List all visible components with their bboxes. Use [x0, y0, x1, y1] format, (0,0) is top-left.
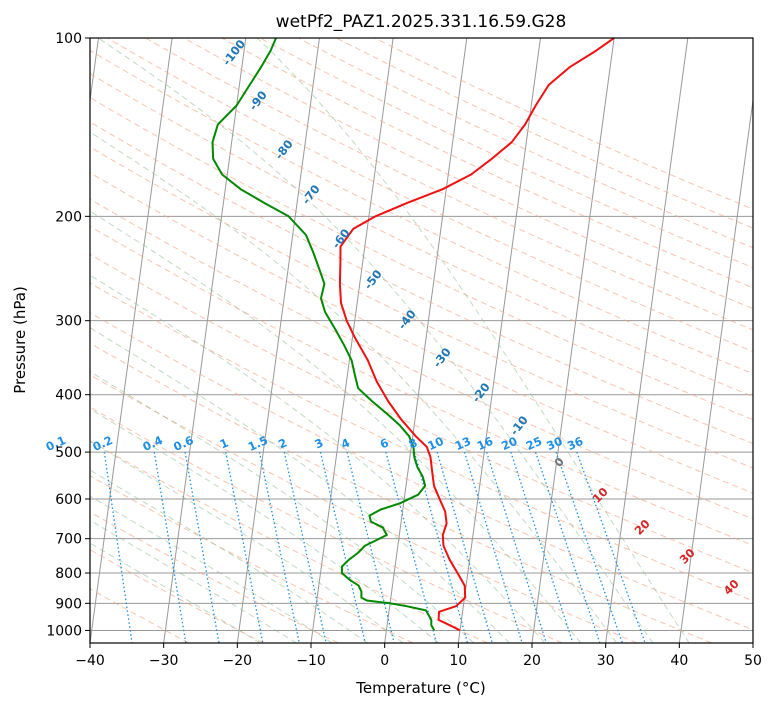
profile-lines	[211, 38, 615, 632]
dewpoint-line	[211, 38, 436, 631]
x-tick-label: 50	[744, 653, 762, 669]
background-lines	[90, 38, 753, 643]
moist-adiabat-line	[256, 38, 690, 643]
x-tick-label: 10	[449, 653, 467, 669]
moist-adiabat-line	[90, 440, 404, 643]
moist-adiabat-line	[90, 370, 475, 643]
y-tick-label: 600	[55, 492, 82, 508]
mixing-ratio-line	[103, 452, 133, 643]
dry-adiabat-line	[90, 225, 753, 546]
dry-adiabat-line	[145, 38, 753, 331]
dry-adiabat-line	[221, 38, 753, 289]
mixing-ratio-line	[283, 451, 327, 643]
x-tick-label: −20	[223, 653, 253, 669]
isotherm-line	[236, 38, 320, 643]
y-tick-label: 200	[55, 209, 82, 225]
dry-adiabat-line	[90, 511, 339, 643]
mixing-ratio-line	[555, 451, 623, 643]
dry-adiabat-line	[90, 172, 753, 494]
temperature-line	[338, 38, 615, 632]
moist-adiabat-line	[90, 542, 261, 643]
x-tick-label: 40	[670, 653, 688, 669]
moist-adiabat-line	[98, 38, 654, 643]
y-tick-label: 900	[55, 596, 82, 612]
isotherm-line	[605, 38, 689, 643]
mixing-ratio-line	[153, 451, 187, 643]
mixing-ratio-line	[486, 451, 547, 643]
mixing-ratio-line	[463, 451, 523, 643]
dry-adiabat-line	[90, 73, 753, 397]
moist-adiabat-line	[90, 210, 582, 643]
mixing-ratio-line	[436, 451, 493, 643]
mixing-ratio-line	[258, 451, 300, 643]
y-axis: 100 200 300 400 500 600 700 800 900 1000	[46, 31, 90, 639]
x-tick-label: 0	[380, 653, 389, 669]
mixing-ratio-line	[225, 451, 264, 643]
mixing-ratio-label: 13	[453, 434, 473, 453]
mixing-ratio-label: 36	[565, 434, 585, 453]
y-tick-label: 1000	[46, 623, 82, 639]
x-axis-label: Temperature (°C)	[355, 679, 485, 697]
plot-frame	[89, 37, 754, 644]
y-tick-label: 500	[55, 445, 82, 461]
dry-adiabat-line	[90, 440, 488, 643]
isotherm-line	[678, 96, 753, 643]
dry-adiabat-line	[90, 312, 753, 631]
isotherm-line	[163, 38, 247, 643]
x-axis: −40 −30 −20 −10 0 10 20 30 40 50	[75, 643, 762, 669]
mixing-ratio-label: 25	[524, 434, 544, 453]
y-tick-label: 700	[55, 532, 82, 548]
mixing-ratio-label: 10	[425, 434, 445, 453]
x-tick-label: −30	[149, 653, 179, 669]
dry-adiabat-line	[90, 342, 712, 643]
mixing-ratio-line	[413, 451, 469, 643]
mixing-ratio-line	[319, 451, 366, 643]
y-tick-label: 100	[55, 31, 82, 47]
x-tick-label: −40	[75, 653, 105, 669]
plot-area	[90, 38, 753, 643]
mixing-ratio-line	[534, 451, 601, 643]
y-tick-label: 800	[55, 566, 82, 582]
dry-adiabat-line	[107, 38, 753, 353]
dry-adiabat-line	[90, 253, 753, 574]
isotherm-line	[752, 639, 753, 643]
y-tick-label: 400	[55, 388, 82, 404]
mixing-ratio-line	[576, 451, 646, 643]
mixing-ratio-line	[346, 451, 395, 643]
mixing-ratio-line	[184, 451, 220, 643]
mixing-ratio-label: 16	[475, 434, 495, 453]
isotherm-line	[384, 38, 468, 643]
x-tick-label: 20	[523, 653, 541, 669]
moist-adiabat-line	[90, 519, 297, 643]
moist-adiabat-line	[90, 495, 333, 643]
mixing-ratio-label: 20	[499, 434, 519, 453]
dry-adiabat-line	[90, 549, 264, 643]
dry-adiabat-line	[90, 198, 753, 520]
moist-adiabat-line	[90, 327, 510, 643]
moist-adiabat-line	[90, 274, 546, 643]
mixing-ratio-line	[385, 451, 438, 643]
dry-adiabat-line	[90, 282, 753, 602]
mixing-ratio-label: 30	[544, 434, 564, 453]
x-tick-label: −10	[296, 653, 326, 669]
dry-adiabat-line	[90, 96, 753, 421]
y-tick-label: 300	[55, 314, 82, 330]
isotherm-line	[90, 38, 173, 643]
y-axis-label: Pressure (hPa)	[11, 286, 29, 394]
chart-title: wetPf2_PAZ1.2025.331.16.59.G28	[276, 12, 567, 32]
isotherm-line	[457, 38, 541, 643]
dry-adiabat-line	[90, 374, 638, 643]
dry-adiabat-line	[90, 406, 563, 643]
mixing-ratio-line	[510, 451, 574, 643]
x-tick-label: 30	[597, 653, 615, 669]
